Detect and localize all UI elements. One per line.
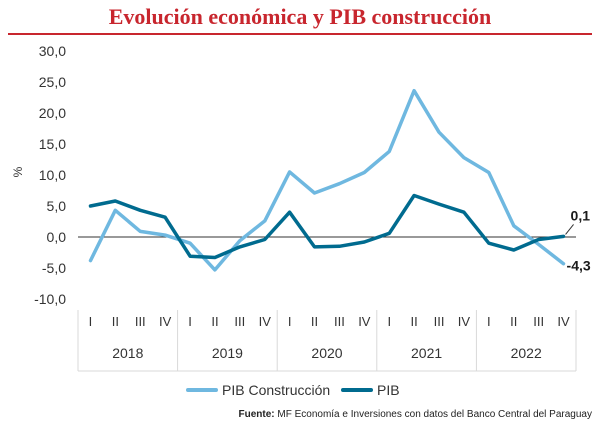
x-tick-label: III [334,314,345,329]
y-tick-label: 0,0 [47,229,67,245]
x-axis-ticks: I II III IV I II III IV I II III IV I II III IV I II III IV… [89,314,570,361]
x-group-label: 2022 [511,345,542,361]
annotation-label: 0,1 [571,207,591,223]
x-group-label: 2021 [411,345,442,361]
source-text: MF Economía e Inversiones con datos del … [277,409,592,420]
x-group-label: 2020 [311,345,342,361]
x-tick-label: I [288,314,292,329]
x-tick-label: III [434,314,445,329]
title-rule [8,33,592,35]
x-tick-label: II [311,314,318,329]
legend-label-pib: PIB [377,382,400,398]
x-tick-label: IV [458,314,471,329]
series-lines [88,88,566,272]
x-tick-label: IV [557,314,570,329]
x-group-label: 2019 [212,345,243,361]
x-tick-label: III [135,314,146,329]
x-tick-label: I [487,314,491,329]
source-label: Fuente: [238,409,275,420]
x-tick-label: I [387,314,391,329]
chart-title: Evolución económica y PIB construcción [108,4,492,29]
x-tick-label: III [533,314,544,329]
x-tick-label: II [411,314,418,329]
x-tick-label: II [510,314,517,329]
series-line-pib [88,193,566,260]
x-tick-label: II [112,314,119,329]
y-tick-label: 25,0 [39,74,66,90]
x-tick-label: II [211,314,218,329]
x-tick-label: IV [358,314,371,329]
annotations: 0,1 -4,3 [565,207,591,274]
y-tick-label: 5,0 [47,198,67,214]
x-tick-label: IV [159,314,172,329]
y-tick-label: 20,0 [39,105,66,121]
legend: PIB Construcción PIB [186,382,400,398]
legend-label-pib-construccion: PIB Construcción [222,382,330,398]
y-axis-label: % [11,166,25,177]
series-line-pib-construccion [88,88,566,272]
x-tick-label: III [234,314,245,329]
y-tick-label: 10,0 [39,167,66,183]
y-tick-label: 30,0 [39,43,66,59]
source-note: Fuente: MF Economía e Inversiones con da… [238,408,592,422]
y-tick-label: -5,0 [42,260,66,276]
annotation-label: -4,3 [567,258,591,274]
y-tick-label: 15,0 [39,136,66,152]
x-tick-label: I [188,314,192,329]
x-tick-label: IV [259,314,272,329]
x-tick-label: I [89,314,93,329]
y-axis-ticks: 30,0 25,0 20,0 15,0 10,0 5,0 0,0 -5,0 -10,0 [34,43,66,307]
x-group-label: 2018 [112,345,143,361]
annotation-leader [565,224,574,235]
y-tick-label: -10,0 [34,291,66,307]
axes [77,236,577,372]
